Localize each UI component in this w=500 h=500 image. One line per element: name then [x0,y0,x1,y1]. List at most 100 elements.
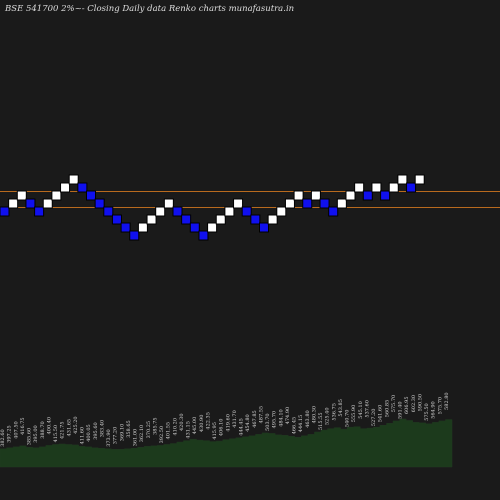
volume-label: 401.55 [166,422,172,440]
volume-label: 369.10 [119,424,125,442]
renko-brick-down [328,206,339,217]
renko-brick-up [276,206,287,217]
volume-label: 421.75 [60,422,66,440]
volume-label: 463.80 [305,410,311,428]
volume-label: 445.00 [192,417,198,435]
renko-brick-up [233,198,244,209]
volume-label: 555.90 [351,405,357,423]
volume-label: 466.45 [292,417,298,435]
volume-label: 430.90 [199,415,205,433]
volume-label: 444.15 [298,415,304,433]
renko-brick-up [414,174,425,185]
volume-label: 541.60 [378,405,384,423]
volume-label: 543.85 [338,399,344,417]
volume-area-shape [0,418,453,468]
renko-brick-down [103,206,114,217]
volume-label: 370.25 [146,421,152,439]
renko-brick-down [250,214,261,225]
renko-brick-up [16,190,27,201]
volume-label: 407.50 [13,421,19,439]
renko-brick-down [120,222,131,233]
volume-label: 484.10 [278,409,284,427]
renko-brick-down [241,206,252,217]
renko-brick-up [293,190,304,201]
volume-label: 395.60 [93,422,99,440]
volume-label: 395.00 [33,425,39,443]
volume-label: 467.85 [252,410,258,428]
volume-label: 377.20 [113,427,119,445]
volume-label: 454.80 [245,414,251,432]
volume-area [0,418,453,468]
volume-label: 419.60 [225,414,231,432]
volume-label: 503.70 [265,413,271,431]
renko-brick-up [215,214,226,225]
volume-label: 385.75 [152,417,158,435]
renko-brick-down [25,198,36,209]
renko-brick-up [42,198,53,209]
renko-brick-down [129,230,140,241]
volume-label: 474.90 [285,407,291,425]
volume-label: 527.20 [371,409,377,427]
volume-label: 444.45 [239,418,245,436]
renko-brick-down [380,190,391,201]
renko-brick-up [163,198,174,209]
volume-label: 602.30 [411,395,417,413]
renko-bricks [0,174,425,241]
volume-label: 388.70 [40,421,46,439]
volume-label: 416.75 [20,417,26,435]
volume-label: 392.50 [159,426,165,444]
renko-brick-down [181,214,192,225]
renko-brick-up [345,190,356,201]
volume-label: 385.60 [27,428,33,446]
volume-label: 606.95 [404,397,410,415]
renko-brick-up [137,222,148,233]
renko-brick-up [68,174,79,185]
renko-brick-down [319,198,330,209]
volume-label: 525.40 [325,408,331,426]
volume-label: 400.05 [86,424,92,442]
volume-label: 400.40 [46,417,52,435]
renko-brick-down [94,198,105,209]
volume-label: 410.20 [172,418,178,436]
renko-brick-up [267,214,278,225]
volume-label: 420.30 [179,414,185,432]
volume-label: 487.55 [258,406,264,424]
volume-label: 373.90 [106,429,112,447]
volume-label: 361.00 [133,429,139,447]
renko-brick-down [189,222,200,233]
renko-brick-down [34,206,45,217]
renko-brick-up [146,214,157,225]
renko-brick-up [336,198,347,209]
volume-label: 560.85 [384,400,390,418]
volume-label: 590.50 [418,394,424,412]
volume-label: 545.10 [358,401,364,419]
renko-brick-down [362,190,373,201]
volume-label: 431.65 [66,419,72,437]
volume-label: 575.70 [391,395,397,413]
renko-brick-up [155,206,166,217]
renko-brick-down [0,206,10,217]
volume-label: 358.65 [126,420,132,438]
volume-label: 582.80 [444,392,450,410]
volume-label: 537.60 [365,400,371,418]
volume-label: 591.40 [398,401,404,419]
renko-brick-up [284,198,295,209]
renko-brick-down [111,214,122,225]
volume-label: 495.70 [272,411,278,429]
volume-label: 536.75 [331,403,337,421]
volume-label: 415.95 [212,422,218,440]
renko-brick-down [77,182,88,193]
renko-brick-down [302,198,313,209]
volume-label: 411.60 [80,427,86,445]
renko-brick-down [198,230,209,241]
renko-brick-up [388,182,399,193]
renko-brick-up [371,182,382,193]
volume-label: 515.55 [318,413,324,431]
volume-label: 397.25 [7,425,13,443]
renko-brick-up [51,190,62,201]
volume-label: 564.90 [431,401,437,419]
renko-brick-up [310,190,321,201]
volume-label: 383.40 [99,420,105,438]
